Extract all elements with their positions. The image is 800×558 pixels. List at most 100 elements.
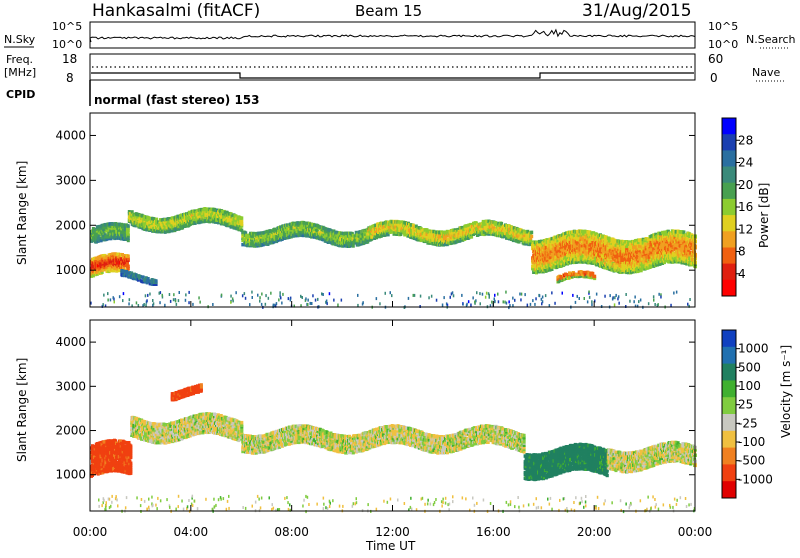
echo-cell: [162, 294, 164, 297]
echo-cell: [259, 300, 261, 303]
echo-cell: [244, 292, 246, 295]
freq-tick-top: 18: [62, 52, 77, 66]
echo-cell: [173, 298, 175, 301]
echo-cell: [282, 293, 284, 296]
echo-cell: [508, 300, 510, 303]
echo-cell: [524, 293, 526, 296]
cpid-panel: CPID normal (fast stereo) 153: [6, 80, 260, 107]
echo-cell: [442, 304, 444, 307]
echo-cell: [317, 298, 319, 301]
echo-cell: [461, 294, 463, 297]
echo-cell: [276, 302, 278, 305]
echo-cell: [329, 292, 331, 295]
echo-cell: [530, 231, 533, 235]
echo-cell: [230, 295, 232, 298]
echo-cell: [468, 300, 470, 303]
echo-cell: [476, 291, 478, 294]
echo-cell: [127, 255, 130, 259]
nave-tick-bottom: 0: [710, 71, 718, 85]
echo-cell: [596, 293, 598, 296]
echo-cell: [357, 294, 359, 297]
echo-cell: [588, 291, 590, 294]
echo-cell: [259, 296, 261, 299]
echo-cell: [593, 275, 596, 279]
echo-cell: [521, 293, 523, 296]
echo-cell: [450, 296, 452, 299]
echo-cell: [648, 302, 650, 305]
echo-cell: [240, 220, 243, 224]
echo-cell: [185, 293, 187, 296]
echo-cell: [235, 291, 237, 294]
echo-cell: [288, 297, 290, 300]
echo-cell: [470, 304, 472, 307]
echo-cell: [491, 301, 493, 304]
nsearch-label: N.Search: [746, 33, 796, 46]
nave-tick-top: 60: [708, 52, 723, 66]
echo-cell: [497, 293, 499, 296]
echo-cell: [385, 292, 387, 295]
freq-trace: [91, 73, 694, 78]
echo-cell: [539, 294, 541, 297]
echo-cell: [653, 295, 655, 298]
echo-cell: [212, 303, 214, 306]
echo-cell: [129, 298, 131, 301]
echo-cell: [494, 294, 496, 297]
nsky-panel: N.Sky 10^5 10^0 10^5 10^0 N.Search: [4, 20, 796, 51]
echo-cell: [107, 292, 109, 295]
echo-cell: [654, 303, 656, 306]
echo-cell: [123, 292, 125, 295]
echo-cell: [640, 299, 642, 302]
echo-cell: [176, 303, 178, 306]
echo-cell: [315, 299, 317, 302]
echo-cell: [462, 303, 464, 306]
echo-cell: [352, 244, 355, 248]
echo-cell: [673, 292, 675, 295]
echo-cell: [302, 296, 304, 299]
beam-title: Beam 15: [355, 2, 422, 20]
echo-cell: [251, 291, 253, 294]
freq-label: Freq.: [6, 53, 33, 66]
echo-cell: [653, 299, 655, 302]
echo-cell: [230, 301, 232, 304]
echo-cell: [270, 292, 272, 295]
echo-cell: [127, 224, 130, 228]
echo-cell: [390, 291, 392, 294]
nsky-tick-top: 10^5: [52, 20, 82, 33]
power-cells: [90, 207, 697, 309]
echo-cell: [145, 294, 147, 297]
echo-cell: [179, 291, 181, 294]
nsky-tick-bottom: 10^0: [52, 38, 82, 51]
echo-cell: [428, 296, 430, 299]
echo-cell: [638, 300, 640, 303]
echo-cell: [514, 299, 516, 302]
echo-cell: [199, 301, 201, 304]
echo-cell: [127, 265, 130, 269]
echo-cell: [257, 294, 259, 297]
echo-cell: [504, 301, 506, 304]
cpid-text: normal (fast stereo) 153: [94, 93, 260, 107]
echo-cell: [562, 292, 564, 295]
echo-cell: [376, 297, 378, 300]
echo-cell: [474, 301, 476, 304]
echo-cell: [545, 294, 547, 297]
echo-cell: [660, 296, 662, 299]
echo-cell: [453, 294, 455, 297]
nsky-label: N.Sky: [4, 33, 36, 46]
echo-cell: [530, 235, 533, 239]
echo-cell: [240, 216, 243, 220]
echo-cell: [261, 293, 263, 296]
cpid-label: CPID: [6, 88, 35, 101]
echo-cell: [245, 297, 247, 300]
echo-cell: [498, 300, 500, 303]
freq-tick-bottom: 8: [66, 71, 74, 85]
echo-cell: [311, 302, 313, 305]
echo-cell: [143, 303, 145, 306]
echo-cell: [198, 296, 200, 299]
echo-cell: [618, 295, 620, 298]
nsky-trace: [90, 30, 695, 42]
nave-label: Nave: [752, 66, 780, 79]
echo-cell: [572, 294, 574, 297]
echo-cell: [155, 279, 158, 283]
